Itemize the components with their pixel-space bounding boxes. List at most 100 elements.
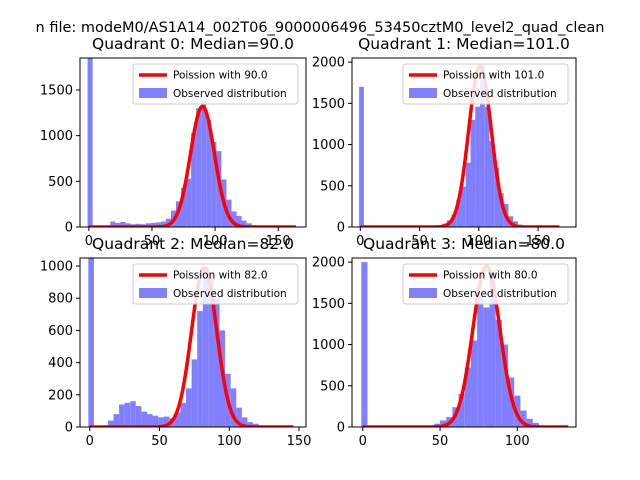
histogram-bar <box>186 178 192 227</box>
histogram-bar <box>191 132 197 227</box>
histogram-bar <box>174 412 181 427</box>
histogram-bar <box>120 221 126 227</box>
histogram-bar <box>155 222 161 227</box>
histogram-bar <box>458 394 465 427</box>
x-tick-label: 50 <box>144 234 161 249</box>
histogram-bar <box>130 401 136 427</box>
histogram-bar <box>520 410 527 427</box>
y-tick-label: 1000 <box>40 129 73 144</box>
histogram-bar <box>158 417 164 427</box>
histogram-bar <box>477 295 484 427</box>
legend-hist-swatch <box>409 288 437 298</box>
x-tick-label: 100 <box>203 234 228 249</box>
histogram-bar <box>532 422 539 427</box>
axes-frame <box>351 57 577 228</box>
legend-label-observed: Observed distribution <box>443 88 557 100</box>
x-tick-label: 0 <box>86 434 94 449</box>
legend-label-observed: Observed distribution <box>173 88 287 100</box>
histogram-bar <box>213 298 220 427</box>
chart-title: Quadrant 2: Median=82.0 <box>92 235 294 253</box>
histogram-bar <box>464 367 471 427</box>
histogram-bar <box>163 416 170 427</box>
x-tick-label: 50 <box>432 434 449 449</box>
histogram-bar <box>197 311 203 427</box>
x-tick-label: 100 <box>217 434 242 449</box>
histogram-bar <box>236 216 242 227</box>
histogram-bar <box>241 220 247 227</box>
legend-box <box>402 263 569 305</box>
axes-frame <box>79 257 307 428</box>
legend-label-poisson: Poission with 101.0 <box>443 70 544 82</box>
plot-area <box>88 258 295 427</box>
figure-suptitle: n file: modeM0/AS1A14_002T06_9000006496_… <box>36 20 605 36</box>
y-tick-label: 800 <box>48 292 73 307</box>
y-tick-label: 500 <box>320 379 345 394</box>
legend-hist-swatch <box>409 88 437 98</box>
histogram-bar <box>475 106 480 227</box>
histogram-bar <box>216 151 222 227</box>
y-tick-label: 0 <box>337 221 345 236</box>
histogram-bar <box>484 106 490 227</box>
y-tick-label: 1500 <box>312 97 345 112</box>
histogram-bar <box>361 262 368 427</box>
histogram-bar <box>191 359 198 427</box>
histogram-bar <box>87 58 93 227</box>
y-tick-label: 200 <box>48 388 73 403</box>
histogram-bar <box>451 214 457 227</box>
histogram-bar <box>501 344 509 427</box>
y-tick-label: 600 <box>48 324 73 339</box>
x-tick-label: 0 <box>359 434 367 449</box>
histogram-bar <box>141 411 147 427</box>
histogram-bar <box>107 420 114 427</box>
histogram-bar <box>247 422 253 427</box>
legend-label-poisson: Poission with 90.0 <box>173 70 268 82</box>
histogram-bar <box>440 420 447 427</box>
y-tick-label: 2000 <box>312 256 345 271</box>
histogram-bar <box>456 199 462 227</box>
histogram-bar <box>461 186 466 227</box>
histogram-bar <box>241 417 248 427</box>
chart-title: Quadrant 1: Median=101.0 <box>358 35 570 53</box>
y-tick-label: 1000 <box>40 260 73 275</box>
histogram-bar <box>470 119 476 227</box>
x-tick-label: 50 <box>411 234 428 249</box>
legend: Poission with 90.0 Observed distribution <box>132 63 299 105</box>
histogram-bar <box>135 406 142 427</box>
histogram-bar <box>110 221 116 227</box>
histogram-bar <box>230 388 237 427</box>
y-tick-label: 1000 <box>312 138 345 153</box>
histogram-bar <box>526 418 533 427</box>
histogram-bar <box>113 414 120 427</box>
x-tick-label: 150 <box>526 234 551 249</box>
chart-title: Quadrant 0: Median=90.0 <box>92 35 294 53</box>
histogram-bar <box>231 211 237 227</box>
y-tick-label: 500 <box>48 175 73 190</box>
x-tick-label: 150 <box>266 234 291 249</box>
legend-box <box>132 263 299 305</box>
histogram-bar <box>495 319 502 427</box>
histogram-bar <box>494 167 499 227</box>
x-tick-label: 150 <box>287 434 312 449</box>
histogram-bar <box>206 120 212 227</box>
histogram-bar <box>186 388 192 427</box>
y-tick-label: 500 <box>320 179 345 194</box>
legend-hist-swatch <box>139 288 167 298</box>
histogram-bar <box>115 222 121 227</box>
histogram-bar <box>208 274 214 427</box>
histogram-bar <box>125 223 131 227</box>
y-tick-label: 1500 <box>312 297 345 312</box>
legend-label-poisson: Poission with 82.0 <box>173 270 268 282</box>
histogram-bar <box>489 270 496 427</box>
histogram-bar <box>480 66 485 227</box>
legend-hist-swatch <box>139 88 167 98</box>
legend-label-poisson: Poission with 80.0 <box>443 270 538 282</box>
legend-label-observed: Observed distribution <box>443 288 557 300</box>
histogram-bar <box>359 86 364 227</box>
legend: Poission with 80.0 Observed distribution <box>402 263 569 305</box>
histogram-bar <box>483 307 490 427</box>
histogram-bar <box>489 141 495 227</box>
histogram-bar <box>88 258 94 427</box>
histogram-bar <box>246 223 252 227</box>
